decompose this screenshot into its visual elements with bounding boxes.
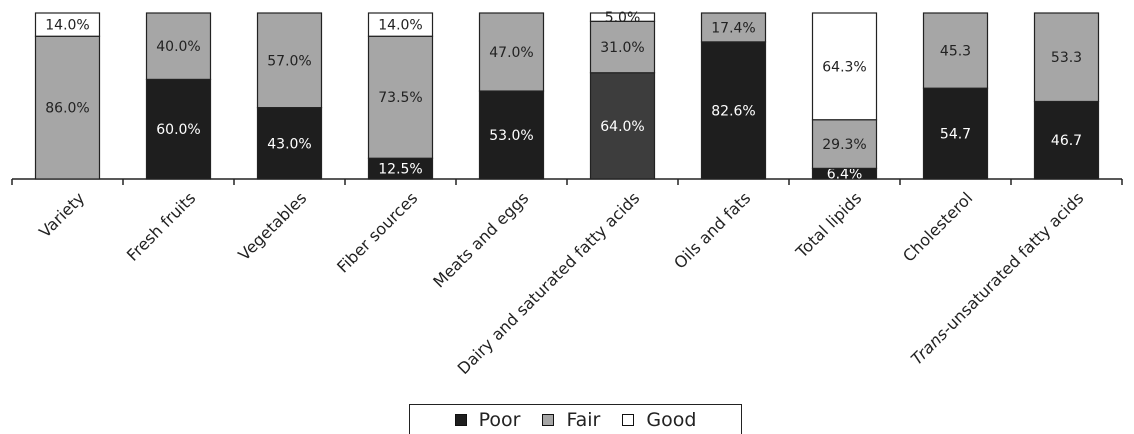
bar-fair-vegetables: [256, 12, 323, 109]
x-tick-label-dairy-and-saturated-fatty-acids: Dairy and saturated fatty acids: [454, 188, 644, 378]
legend-label-fair: Fair: [566, 408, 601, 431]
data-label-good-fiber-sources: 14.0%: [378, 18, 422, 34]
legend: Poor Fair Good: [409, 404, 742, 434]
stacked-bar-chart: 86.0% 14.0% Variety 60.0% 40.0% Fresh fruits 4…: [11, 10, 1123, 378]
bar-fair-fiber-sources: [367, 35, 434, 159]
bar-poor-vegetables: [256, 107, 323, 180]
data-label-poor-meats-and-eggs: 53.0%: [489, 128, 533, 144]
bar-poor-meats-and-eggs: [478, 90, 545, 180]
data-label-good-dairy-and-saturated-fatty-acids: 5.0%: [605, 10, 641, 26]
bar-poor-cholesterol: [922, 87, 989, 180]
legend-item-poor: Poor: [454, 408, 521, 431]
data-label-good-total-lipids: 64.3%: [822, 59, 866, 75]
bar-good-fiber-sources: [367, 12, 434, 37]
data-label-fair-variety: 86.0%: [45, 101, 89, 117]
data-label-poor-fresh-fruits: 60.0%: [156, 122, 200, 138]
legend-swatch-poor: [454, 413, 467, 426]
data-label-poor-dairy-and-saturated-fatty-acids: 64.0%: [600, 119, 644, 135]
bar-poor-oils-and-fats: [700, 41, 767, 180]
x-tick-label-fresh-fruits: Fresh fruits: [123, 188, 199, 264]
data-label-fair-oils-and-fats: 17.4%: [711, 20, 755, 36]
data-label-good-variety: 14.0%: [45, 18, 89, 34]
legend-label-poor: Poor: [478, 408, 521, 431]
bar-good-dairy-and-saturated-fatty-acids: [589, 12, 656, 22]
data-label-poor-oils-and-fats: 82.6%: [711, 103, 755, 119]
data-label-fair-vegetables: 57.0%: [267, 53, 311, 69]
bar-fair-oils-and-fats: [700, 12, 767, 43]
bar-fair-meats-and-eggs: [478, 12, 545, 92]
data-label-poor-vegetables: 43.0%: [267, 136, 311, 152]
legend-item-good: Good: [622, 409, 696, 431]
data-label-poor-cholesterol: 54.7: [940, 127, 971, 143]
legend-swatch-fair: [542, 413, 555, 426]
x-tick-label-meats-and-eggs: Meats and eggs: [429, 188, 532, 291]
legend-label-good: Good: [646, 408, 697, 431]
x-tick-label-total-lipids: Total lipids: [791, 188, 865, 262]
bar-fair-total-lipids: [811, 119, 878, 169]
x-tick-label-variety: Variety: [35, 188, 88, 241]
bar-poor-trans-unsaturated-fatty-acids: [1033, 100, 1100, 180]
data-label-fair-trans-unsaturated-fatty-acids: 53.3: [1051, 50, 1082, 66]
legend-swatch-good: [622, 413, 635, 426]
x-tick-label-cholesterol: Cholesterol: [899, 188, 976, 265]
data-label-fair-cholesterol: 45.3: [940, 44, 971, 60]
x-tick-label-vegetables: Vegetables: [234, 188, 310, 264]
legend-item-fair: Fair: [542, 409, 600, 431]
data-label-fair-dairy-and-saturated-fatty-acids: 31.0%: [600, 40, 644, 56]
bar-poor-fresh-fruits: [145, 78, 212, 180]
x-tick-label-fiber-sources: Fiber sources: [333, 188, 421, 276]
bar-fair-cholesterol: [922, 12, 989, 89]
data-label-fair-fiber-sources: 73.5%: [378, 90, 422, 106]
bar-fair-fresh-fruits: [145, 12, 212, 81]
data-label-fair-fresh-fruits: 40.0%: [156, 39, 200, 55]
data-label-poor-total-lipids: 6.4%: [827, 167, 863, 183]
bar-fair-trans-unsaturated-fatty-acids: [1033, 12, 1100, 103]
data-label-poor-trans-unsaturated-fatty-acids: 46.7: [1051, 133, 1082, 149]
bar-fair-dairy-and-saturated-fatty-acids: [589, 20, 656, 74]
data-label-poor-fiber-sources: 12.5%: [378, 162, 422, 178]
data-label-fair-meats-and-eggs: 47.0%: [489, 45, 533, 61]
data-label-fair-total-lipids: 29.3%: [822, 137, 866, 153]
bar-good-variety: [34, 12, 101, 37]
bar-good-total-lipids: [811, 12, 878, 121]
x-tick-label-trans-unsaturated-fatty-acids: Trans-unsaturated fatty acids: [907, 188, 1087, 368]
bar-fair-variety: [34, 35, 101, 180]
x-tick-label-oils-and-fats: Oils and fats: [670, 188, 754, 272]
bar-poor-dairy-and-saturated-fatty-acids: [589, 72, 656, 180]
